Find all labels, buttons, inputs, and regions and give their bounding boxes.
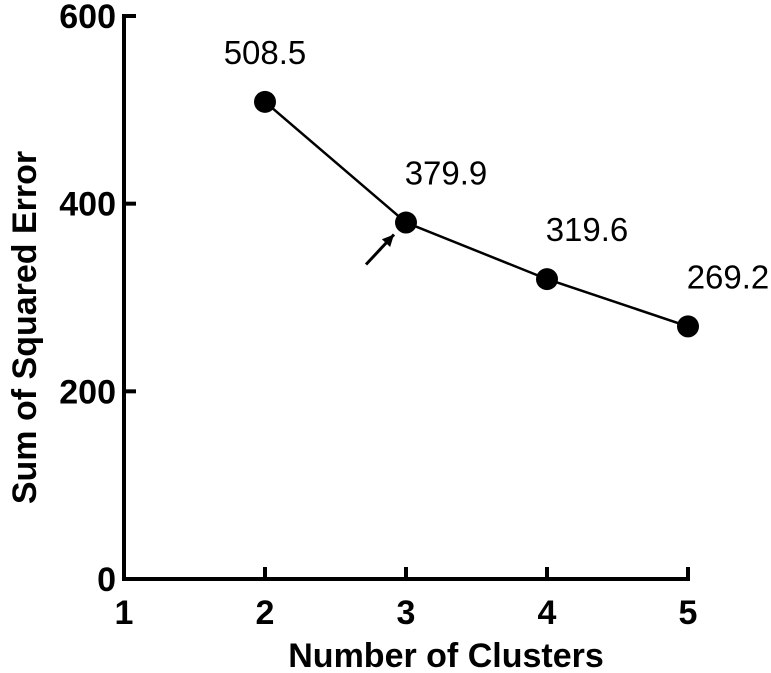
- data-label: 319.6: [546, 211, 629, 248]
- axes: 0 200 400 600 1 2 3 4 5: [59, 0, 697, 632]
- series-layer: [254, 90, 699, 338]
- data-label: 379.9: [405, 155, 488, 192]
- data-label: 508.5: [224, 34, 307, 71]
- x-tick-label: 2: [256, 594, 275, 632]
- y-tick-label: 200: [59, 373, 116, 411]
- data-point: [254, 90, 276, 113]
- data-point: [395, 211, 417, 234]
- x-tick-label: 1: [115, 594, 134, 632]
- x-axis-title: Number of Clusters: [288, 637, 604, 673]
- x-tick-label: 3: [397, 594, 416, 632]
- data-point: [677, 315, 699, 338]
- data-label: 269.2: [687, 258, 770, 295]
- y-axis-title: Sum of Squared Error: [6, 151, 44, 504]
- series-line: [264, 100, 689, 328]
- y-tick-label: 0: [97, 561, 116, 599]
- x-tick-label: 5: [679, 594, 698, 632]
- annotation-arrowhead: [381, 234, 394, 247]
- data-point: [536, 268, 558, 291]
- y-tick-label: 400: [59, 186, 116, 224]
- x-tick-label: 4: [538, 594, 557, 632]
- data-labels: 508.5 379.9 319.6 269.2: [224, 34, 770, 296]
- y-tick-label: 600: [59, 0, 116, 36]
